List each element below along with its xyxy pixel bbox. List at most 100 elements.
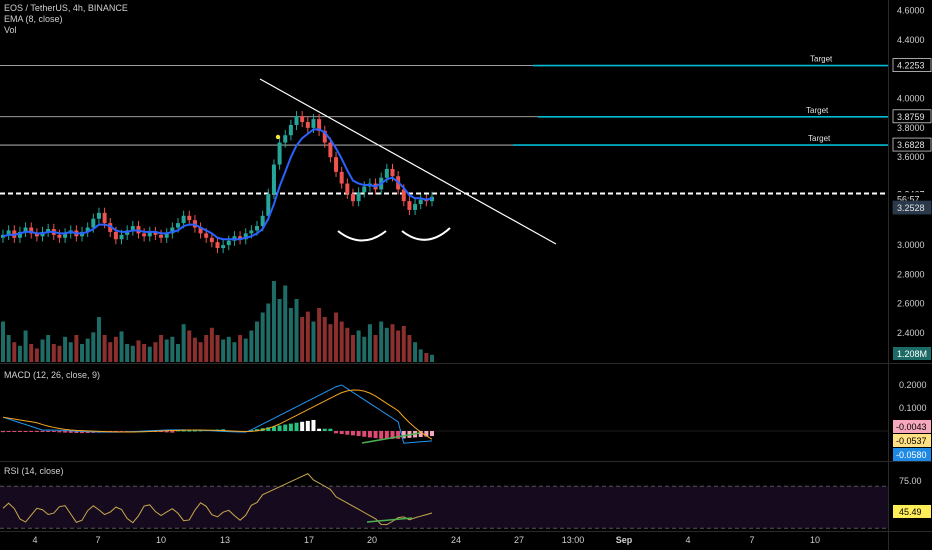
candle-body[interactable] [413,204,418,210]
macd-hist-bar [12,431,17,432]
candle-body[interactable] [130,226,135,231]
candle-body[interactable] [317,119,322,131]
volume-bar [283,285,288,362]
price-tag[interactable] [892,58,932,72]
candle-body[interactable] [221,245,226,249]
time-axis-label: 13 [220,535,230,545]
price-tag[interactable] [892,109,932,124]
macd-tag[interactable] [893,420,931,433]
candle-body[interactable] [142,233,147,237]
candle-body[interactable] [401,189,406,202]
candle-body[interactable] [29,227,34,234]
time-axis-label: 17 [304,535,314,545]
candle-body[interactable] [170,227,175,234]
candle-body[interactable] [85,227,90,232]
ema-legend[interactable]: EMA (8, close) [4,14,63,24]
vol-legend[interactable]: Vol [4,25,17,35]
candle-body[interactable] [390,168,395,177]
macd-hist-bar [266,427,271,431]
descending-trendline[interactable] [259,78,557,245]
candle-body[interactable] [119,234,124,240]
candle-body[interactable] [187,215,192,221]
bottom-arc[interactable] [401,227,451,241]
price-tag-label: 3.8759 [897,112,925,122]
candle-body[interactable] [339,171,344,184]
candle-body[interactable] [407,201,412,210]
macd-hist-bar [80,431,85,434]
price-tag[interactable] [892,137,932,152]
candle-body[interactable] [294,116,299,125]
volume-tag[interactable] [893,347,931,360]
candle-body[interactable] [198,227,203,234]
candle-body[interactable] [418,199,423,205]
candle-body[interactable] [260,215,265,227]
symbol-title[interactable]: EOS / TetherUS, 4h, BINANCE [4,3,128,13]
price-tag-label: 3.2528 [897,203,925,213]
candle-body[interactable] [181,215,186,224]
candle-body[interactable] [350,193,355,202]
volume-bar [209,327,214,362]
price-tag[interactable] [892,200,932,215]
candle-body[interactable] [175,223,180,228]
candle-body[interactable] [153,231,158,235]
macd-title[interactable]: MACD (12, 26, close, 9) [4,370,101,380]
candle-body[interactable] [17,231,22,238]
candle-body[interactable] [334,157,339,172]
candle-body[interactable] [226,240,231,246]
rsi-divergence-line[interactable] [366,517,413,523]
volume-bar [221,339,226,362]
volume-bar [317,308,322,362]
candle-body[interactable] [283,135,288,143]
candle-body[interactable] [23,227,28,232]
volume-bar [130,345,135,362]
candle-body[interactable] [311,119,316,128]
candle-body[interactable] [102,212,107,224]
candle-body[interactable] [91,218,96,228]
candle-body[interactable] [255,226,260,231]
macd-tag[interactable] [893,434,931,447]
candle-body[interactable] [96,212,101,219]
candle-body[interactable] [238,236,243,240]
candle-body[interactable] [108,223,113,232]
candle-body[interactable] [271,164,276,194]
candle-body[interactable] [300,116,305,123]
candle-body[interactable] [362,186,367,193]
bottom-arc[interactable] [337,230,387,242]
candle-body[interactable] [266,193,271,216]
candle-body[interactable] [345,183,350,194]
candle-body[interactable] [356,192,361,202]
volume-bar [1,321,5,362]
candle-body[interactable] [384,168,389,178]
rsi-tag[interactable] [893,504,931,518]
candle-body[interactable] [147,231,152,237]
candle-body[interactable] [322,130,327,143]
candle-body[interactable] [164,233,169,238]
macd-divergence-line[interactable] [361,432,421,444]
macd-hist-bar [300,421,305,431]
macd-hist-bar [192,430,197,432]
candle-body[interactable] [159,234,164,238]
macd-tag[interactable] [893,448,931,461]
rsi-title[interactable]: RSI (14, close) [4,466,64,476]
candle-body[interactable] [305,122,310,128]
candle-body[interactable] [46,228,51,232]
candle-body[interactable] [113,231,118,240]
price-axis-label: 4.6000 [897,6,925,16]
candle-body[interactable] [6,230,11,235]
candle-body[interactable] [249,230,254,234]
candle-body[interactable] [215,242,220,249]
macd-hist-bar [362,431,367,437]
volume-bar [119,331,124,362]
candle-body[interactable] [277,142,282,165]
candle-body[interactable] [34,233,39,237]
candle-body[interactable] [57,234,62,238]
volume-bar [334,312,339,362]
candle-body[interactable] [288,124,293,136]
candle-body[interactable] [204,233,209,238]
candle-body[interactable] [243,233,248,240]
candle-body[interactable] [63,233,68,238]
macd-axis-label: 0.1000 [899,403,927,413]
candle-body[interactable] [328,142,333,158]
candle-body[interactable] [209,237,214,243]
